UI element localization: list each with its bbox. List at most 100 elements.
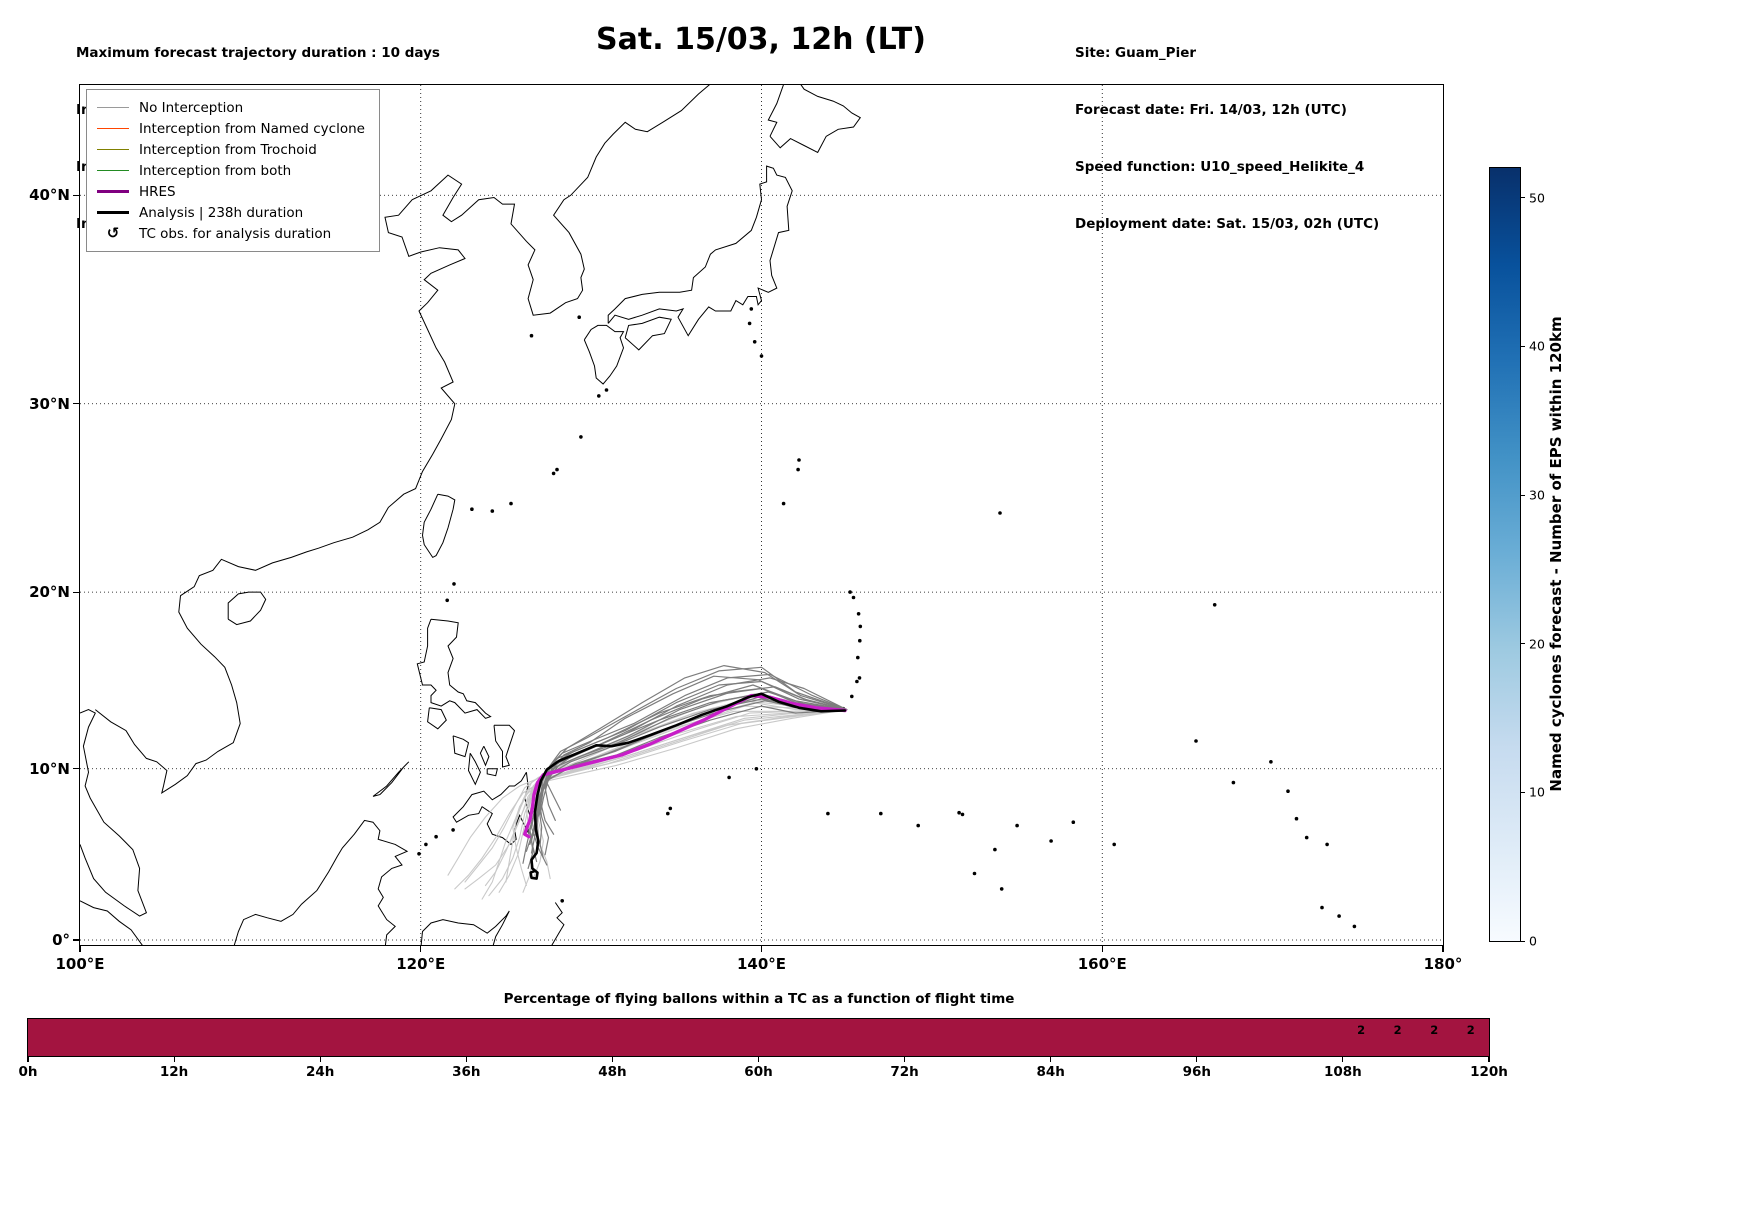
island-dot [759, 354, 764, 358]
coastline [80, 900, 143, 945]
legend-item: Interception from Trochoid [97, 139, 365, 160]
island-dot [848, 590, 852, 594]
page-title: Sat. 15/03, 12h (LT) [596, 22, 926, 57]
island-dot [858, 624, 863, 629]
legend-item-label: Interception from Trochoid [139, 141, 317, 158]
island-dot [858, 638, 862, 643]
lon-tick-label: 180° [1423, 955, 1463, 973]
island-dot [1337, 914, 1341, 918]
trajectory-no-interception-light [498, 709, 848, 893]
island-dot [1194, 739, 1198, 743]
island-dot [857, 676, 862, 680]
coastline [233, 819, 409, 945]
island-dot [577, 315, 581, 319]
hour-tick [611, 1057, 613, 1062]
coastline [551, 902, 565, 945]
island-dot [993, 847, 997, 852]
island-dot [424, 842, 428, 847]
hour-tick [1196, 1057, 1198, 1062]
island-dot [1071, 820, 1076, 824]
bar-annotation: 2 [1466, 1023, 1475, 1037]
island-dot [796, 467, 800, 472]
trajectory-no-interception [530, 700, 848, 854]
island-dot [555, 467, 559, 472]
lon-tick-label: 120°E [396, 955, 446, 973]
map-panel: No Interception Interception from Named c… [79, 84, 1444, 946]
island-dot [1212, 603, 1217, 607]
island-dot [1320, 905, 1324, 910]
colorbar [1489, 167, 1521, 942]
lat-tick [73, 403, 79, 405]
map-legend: No Interception Interception from Named c… [86, 89, 380, 252]
trajectory-no-interception [525, 686, 848, 852]
hour-tick-label: 96h [1182, 1064, 1211, 1080]
coastline [94, 85, 710, 794]
island-dot [749, 307, 754, 311]
island-dot [666, 811, 670, 816]
hour-tick [904, 1057, 906, 1062]
legend-item-label: Interception from both [139, 162, 292, 179]
hour-tick-label: 60h [744, 1064, 773, 1080]
hour-tick [27, 1057, 29, 1062]
colorbar-tick [1520, 494, 1525, 496]
lat-tick-label: 20°N [29, 583, 70, 602]
lon-tick-label: 100°E [55, 955, 105, 973]
legend-item-label: Interception from Named cyclone [139, 120, 365, 137]
island-dot [826, 811, 830, 816]
bar-annotation: 2 [1393, 1023, 1402, 1037]
island-dot [957, 810, 961, 815]
lat-tick-label: 0° [52, 931, 70, 949]
island-dot [1352, 924, 1357, 929]
island-dot [747, 321, 752, 326]
coastline [421, 493, 456, 559]
island-dot [579, 435, 583, 439]
island-dot [1049, 839, 1053, 843]
speed-function-line: Speed function: U10_speed_Helikite_4 [1075, 159, 1365, 175]
island-dot [879, 811, 883, 816]
site-info-block: Site: Guam_Pier Forecast date: Fri. 14/0… [1075, 6, 1379, 272]
legend-line-swatch [97, 211, 129, 214]
hour-tick [1488, 1057, 1490, 1062]
hour-tick-label: 24h [305, 1064, 335, 1080]
lon-tick-label: 140°E [736, 955, 787, 973]
hour-tick [173, 1057, 175, 1062]
lon-tick [79, 946, 81, 952]
island-dot [797, 458, 801, 462]
island-dot [855, 679, 859, 684]
hour-tick-label: 12h [159, 1064, 189, 1080]
coastline [486, 768, 499, 777]
hour-tick-label: 72h [890, 1064, 919, 1080]
tc-obs-icon: ↺ [106, 224, 120, 242]
island-dot [668, 806, 673, 811]
island-dot [754, 767, 759, 771]
lat-tick [73, 591, 79, 593]
island-dot [916, 823, 920, 828]
coastline [427, 707, 447, 730]
island-dot [470, 507, 474, 512]
island-dot [452, 582, 456, 586]
island-dot [972, 871, 977, 876]
colorbar-tick [1520, 197, 1525, 199]
coastline [372, 761, 410, 797]
hour-tick [319, 1057, 321, 1062]
island-dot [1294, 816, 1299, 821]
legend-item: Interception from both [97, 160, 365, 181]
trajectory-hres [523, 693, 847, 839]
coastline [452, 735, 470, 758]
flight-time-bar [27, 1018, 1490, 1057]
island-dot [856, 612, 861, 616]
colorbar-tick-label: 0 [1529, 933, 1537, 949]
island-dot [851, 595, 856, 600]
island-dot [597, 394, 601, 398]
island-dot [490, 509, 495, 513]
legend-item: Analysis | 238h duration [97, 202, 365, 223]
trajectory-no-interception [544, 675, 848, 822]
legend-line-swatch [97, 128, 129, 129]
island-dot [1304, 835, 1309, 840]
island-dot [451, 828, 455, 832]
hour-tick-label: 48h [598, 1064, 627, 1080]
colorbar-tick-label: 20 [1529, 636, 1545, 652]
trajectory-no-interception [546, 666, 848, 811]
island-dot [727, 775, 731, 780]
